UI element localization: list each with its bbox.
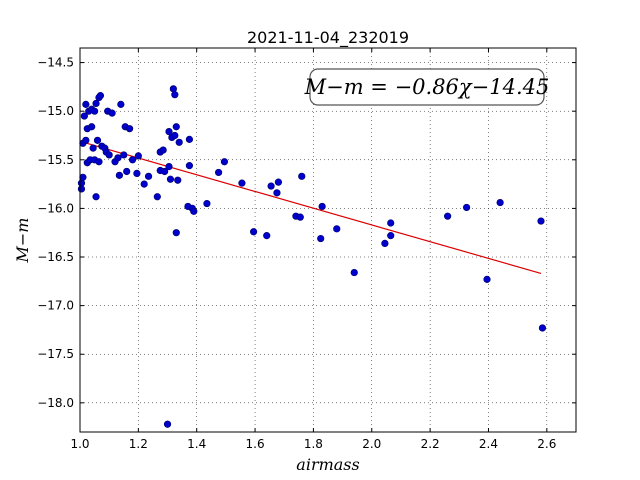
x-tick-label: 2.4 [479,437,498,451]
plot-frame [79,47,577,433]
x-tick-label: 1.2 [129,437,148,451]
data-point [115,171,123,179]
data-point [381,239,389,248]
data-point [126,125,134,133]
data-point [238,179,246,187]
data-point [159,146,167,154]
data-point [296,213,304,221]
data-point [172,229,180,237]
data-point [120,151,128,159]
y-tick-label: −14.5 [37,56,74,70]
data-point [82,136,90,144]
data-point [144,172,153,180]
data-point [140,180,148,188]
data-point [190,207,198,215]
data-point [105,151,113,159]
data-point [350,268,358,277]
data-point [444,212,452,220]
data-point [82,100,90,108]
data-point [263,232,271,240]
data-point [114,154,122,162]
fit-line-group [79,140,542,274]
fit-line [79,140,542,274]
data-point [220,158,229,166]
y-tick-label: −16.5 [37,250,74,264]
x-tick-label: 1.0 [70,437,89,451]
data-point [298,172,306,180]
data-point [92,99,100,108]
data-point [166,175,175,183]
data-point [123,167,131,176]
data-point [267,182,275,190]
data-point [134,152,142,160]
data-point [273,189,281,197]
data-point [250,228,258,236]
x-tick-label: 2.2 [421,437,440,451]
data-point [79,173,87,181]
data-point [214,168,223,177]
data-point [274,178,283,186]
data-point [165,163,173,171]
y-tick-label: −15.5 [37,153,74,167]
data-point [538,324,547,332]
x-tick-label: 1.8 [304,437,323,451]
x-tick-label: 2.6 [537,437,556,451]
data-point [77,185,86,193]
data-point [95,158,103,166]
y-tick-label: −17.0 [37,299,74,313]
fit-equation-text: M−m = −0.86χ−14.45 [304,75,550,99]
data-point [169,85,177,93]
x-tick-label: 1.6 [246,437,265,451]
data-point [96,92,105,100]
data-point [203,199,211,208]
data-point [88,123,96,131]
data-point [163,420,172,428]
data-point [174,176,182,184]
data-point [333,225,341,233]
data-point [80,112,88,120]
data-point [108,109,116,117]
data-point [185,135,194,143]
y-tick-label: −15.0 [37,104,74,118]
axis-ticks: 1.0 1.2 1.4 1.6 1.8 2.0 2.2 2.4 2.6 −14.5 −15.0 −15… [37,48,576,451]
data-point [92,193,100,201]
data-point [161,167,169,176]
y-axis-label: M−m [13,218,32,264]
data-point [90,107,99,115]
data-point [89,144,97,152]
data-point [175,138,183,146]
y-tick-label: −16.0 [37,201,74,215]
fit-equation-box: M−m = −0.86χ−14.45 [304,68,550,106]
data-point [318,202,326,211]
x-tick-label: 2.0 [362,437,381,451]
chart-title: 2021-11-04_232019 [247,28,409,48]
data-point [128,156,137,164]
x-axis-label: airmass [296,455,359,474]
data-point [165,128,173,136]
data-point [172,123,180,131]
data-point [387,232,395,240]
data-point [171,131,179,140]
data-points [77,85,547,428]
data-point [153,193,161,201]
x-tick-label: 1.4 [187,437,206,451]
data-point [496,198,504,207]
data-point [93,136,102,144]
grid [79,48,576,432]
data-point [387,219,395,227]
data-point [483,275,491,283]
y-tick-label: −18.0 [37,396,74,410]
y-tick-label: −17.5 [37,347,74,361]
data-point [185,162,194,170]
data-point [117,100,125,108]
data-point [171,91,179,99]
data-point [462,203,471,212]
data-point [317,234,325,243]
data-point [133,169,141,178]
data-point [537,217,545,225]
fit-equation-frame [309,68,545,106]
